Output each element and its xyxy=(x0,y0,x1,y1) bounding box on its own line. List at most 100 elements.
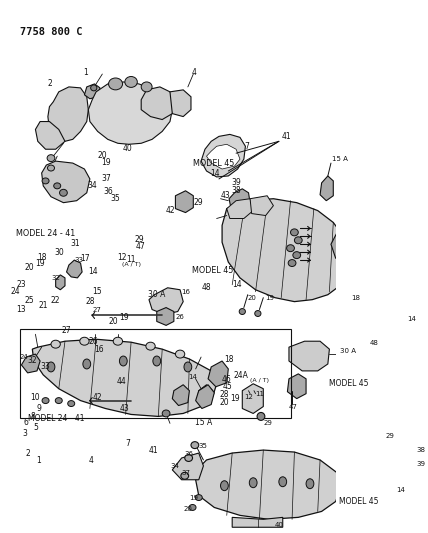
Text: 48: 48 xyxy=(202,283,211,292)
Text: 14: 14 xyxy=(88,267,98,276)
Ellipse shape xyxy=(42,178,49,184)
Ellipse shape xyxy=(109,78,122,90)
Text: 20: 20 xyxy=(109,317,118,326)
Ellipse shape xyxy=(397,453,405,459)
Ellipse shape xyxy=(47,362,55,372)
Text: 32: 32 xyxy=(28,356,37,365)
Polygon shape xyxy=(88,82,172,144)
Text: 35: 35 xyxy=(199,443,208,449)
Polygon shape xyxy=(377,482,395,504)
Text: 18: 18 xyxy=(224,355,234,364)
Ellipse shape xyxy=(113,337,122,345)
Text: MODEL 24 - 41: MODEL 24 - 41 xyxy=(28,414,84,423)
Text: 40: 40 xyxy=(122,144,132,153)
Text: 14: 14 xyxy=(232,280,242,289)
Text: 28: 28 xyxy=(85,297,95,306)
Text: 35: 35 xyxy=(110,195,120,204)
Text: MODEL 24 - 41: MODEL 24 - 41 xyxy=(16,229,75,238)
Polygon shape xyxy=(149,288,183,314)
Text: 19: 19 xyxy=(190,495,199,500)
Text: 37: 37 xyxy=(181,470,190,476)
Text: 29: 29 xyxy=(134,235,144,244)
Polygon shape xyxy=(42,161,90,203)
Text: 14: 14 xyxy=(407,317,416,322)
Text: 33: 33 xyxy=(74,257,83,263)
Ellipse shape xyxy=(125,77,137,87)
Ellipse shape xyxy=(162,410,170,417)
Text: 41: 41 xyxy=(149,446,158,455)
Ellipse shape xyxy=(48,165,54,171)
Ellipse shape xyxy=(185,455,193,462)
Text: 16: 16 xyxy=(181,289,190,295)
Text: 7: 7 xyxy=(244,142,249,151)
Text: 15 A: 15 A xyxy=(332,156,348,162)
Polygon shape xyxy=(196,450,341,519)
Polygon shape xyxy=(141,87,175,119)
Text: 36: 36 xyxy=(103,187,113,196)
Text: 1: 1 xyxy=(36,456,41,465)
Ellipse shape xyxy=(257,413,265,421)
Polygon shape xyxy=(33,339,217,416)
Text: 37: 37 xyxy=(101,174,111,183)
Text: 12: 12 xyxy=(118,253,127,262)
Ellipse shape xyxy=(255,311,261,317)
Ellipse shape xyxy=(239,309,245,314)
Polygon shape xyxy=(56,275,65,290)
Polygon shape xyxy=(389,311,407,333)
Ellipse shape xyxy=(306,479,314,489)
Text: 32: 32 xyxy=(51,275,60,281)
Text: 10: 10 xyxy=(30,393,40,402)
Ellipse shape xyxy=(83,359,91,369)
Text: 20: 20 xyxy=(219,398,229,407)
Text: 18: 18 xyxy=(351,295,360,301)
Ellipse shape xyxy=(68,401,75,407)
Text: 40: 40 xyxy=(275,522,284,528)
Text: 3: 3 xyxy=(23,429,28,438)
Polygon shape xyxy=(172,385,190,406)
Text: 34: 34 xyxy=(87,181,97,190)
Text: 19: 19 xyxy=(36,259,45,268)
Polygon shape xyxy=(66,260,82,278)
Text: (A / T): (A / T) xyxy=(122,262,141,267)
Text: 46: 46 xyxy=(222,375,232,384)
Text: 12: 12 xyxy=(244,394,253,400)
Ellipse shape xyxy=(279,477,287,487)
Text: 39: 39 xyxy=(232,177,241,187)
Text: 18: 18 xyxy=(37,253,46,262)
Text: 4: 4 xyxy=(89,456,94,465)
Text: 14: 14 xyxy=(188,374,197,380)
Text: 47: 47 xyxy=(136,242,146,251)
Text: 20: 20 xyxy=(25,263,34,272)
Ellipse shape xyxy=(184,362,192,372)
Text: 25: 25 xyxy=(25,296,34,305)
Ellipse shape xyxy=(395,464,403,471)
Polygon shape xyxy=(170,90,191,117)
Polygon shape xyxy=(222,199,351,302)
Text: 16: 16 xyxy=(94,345,104,354)
Text: 43: 43 xyxy=(119,405,129,414)
Polygon shape xyxy=(201,134,245,177)
Text: 48: 48 xyxy=(370,340,379,346)
Text: 29: 29 xyxy=(194,198,203,207)
Ellipse shape xyxy=(47,155,55,161)
Ellipse shape xyxy=(55,398,62,403)
Text: 2: 2 xyxy=(47,79,52,88)
Bar xyxy=(20,329,291,418)
Text: 6: 6 xyxy=(24,418,28,427)
Text: 4: 4 xyxy=(192,68,196,77)
Text: 15 A: 15 A xyxy=(195,417,212,426)
Text: 1: 1 xyxy=(83,68,88,77)
Ellipse shape xyxy=(59,189,67,196)
Text: 47: 47 xyxy=(289,403,298,409)
Text: 9: 9 xyxy=(36,405,41,414)
Ellipse shape xyxy=(195,495,202,500)
Ellipse shape xyxy=(220,481,228,491)
Ellipse shape xyxy=(294,237,302,244)
Text: 24A: 24A xyxy=(234,370,249,379)
Polygon shape xyxy=(320,176,333,201)
Text: 31: 31 xyxy=(70,239,80,248)
Ellipse shape xyxy=(291,229,298,236)
Text: 24: 24 xyxy=(20,354,29,360)
Text: 7: 7 xyxy=(125,439,130,448)
Text: 20: 20 xyxy=(97,151,107,160)
